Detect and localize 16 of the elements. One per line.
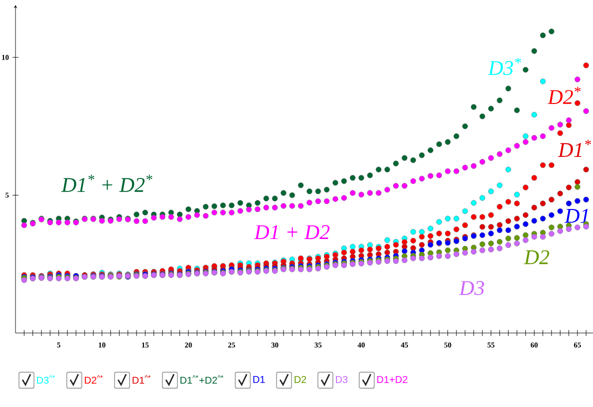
annotation: D1$^{*}$ + D2$^{*}$ bbox=[61, 174, 152, 192]
legend-label: D2$^{^*}$ bbox=[84, 375, 103, 384]
annotation: D1 + D2 bbox=[254, 225, 330, 240]
legend-label: D1 bbox=[253, 376, 265, 383]
legend-label: D3 bbox=[336, 376, 348, 384]
annotation: D2 bbox=[524, 250, 550, 264]
annotation: D1 bbox=[564, 208, 588, 223]
annotation: D2$^{*}$ bbox=[548, 86, 581, 104]
legend-label: D2 bbox=[294, 376, 306, 383]
legend-label: D1$^{^*}$+D2$^{^*}$ bbox=[180, 375, 224, 384]
legend-label: D3$^{^*}$ bbox=[37, 375, 55, 384]
annotation: D3$^{*}$ bbox=[488, 58, 522, 76]
legend-label: D1$^{^*}$ bbox=[132, 375, 151, 384]
legend-label: D1+D2 bbox=[377, 376, 408, 383]
annotation: D3 bbox=[458, 281, 484, 296]
annotation: D1$^{*}$ bbox=[558, 140, 592, 157]
